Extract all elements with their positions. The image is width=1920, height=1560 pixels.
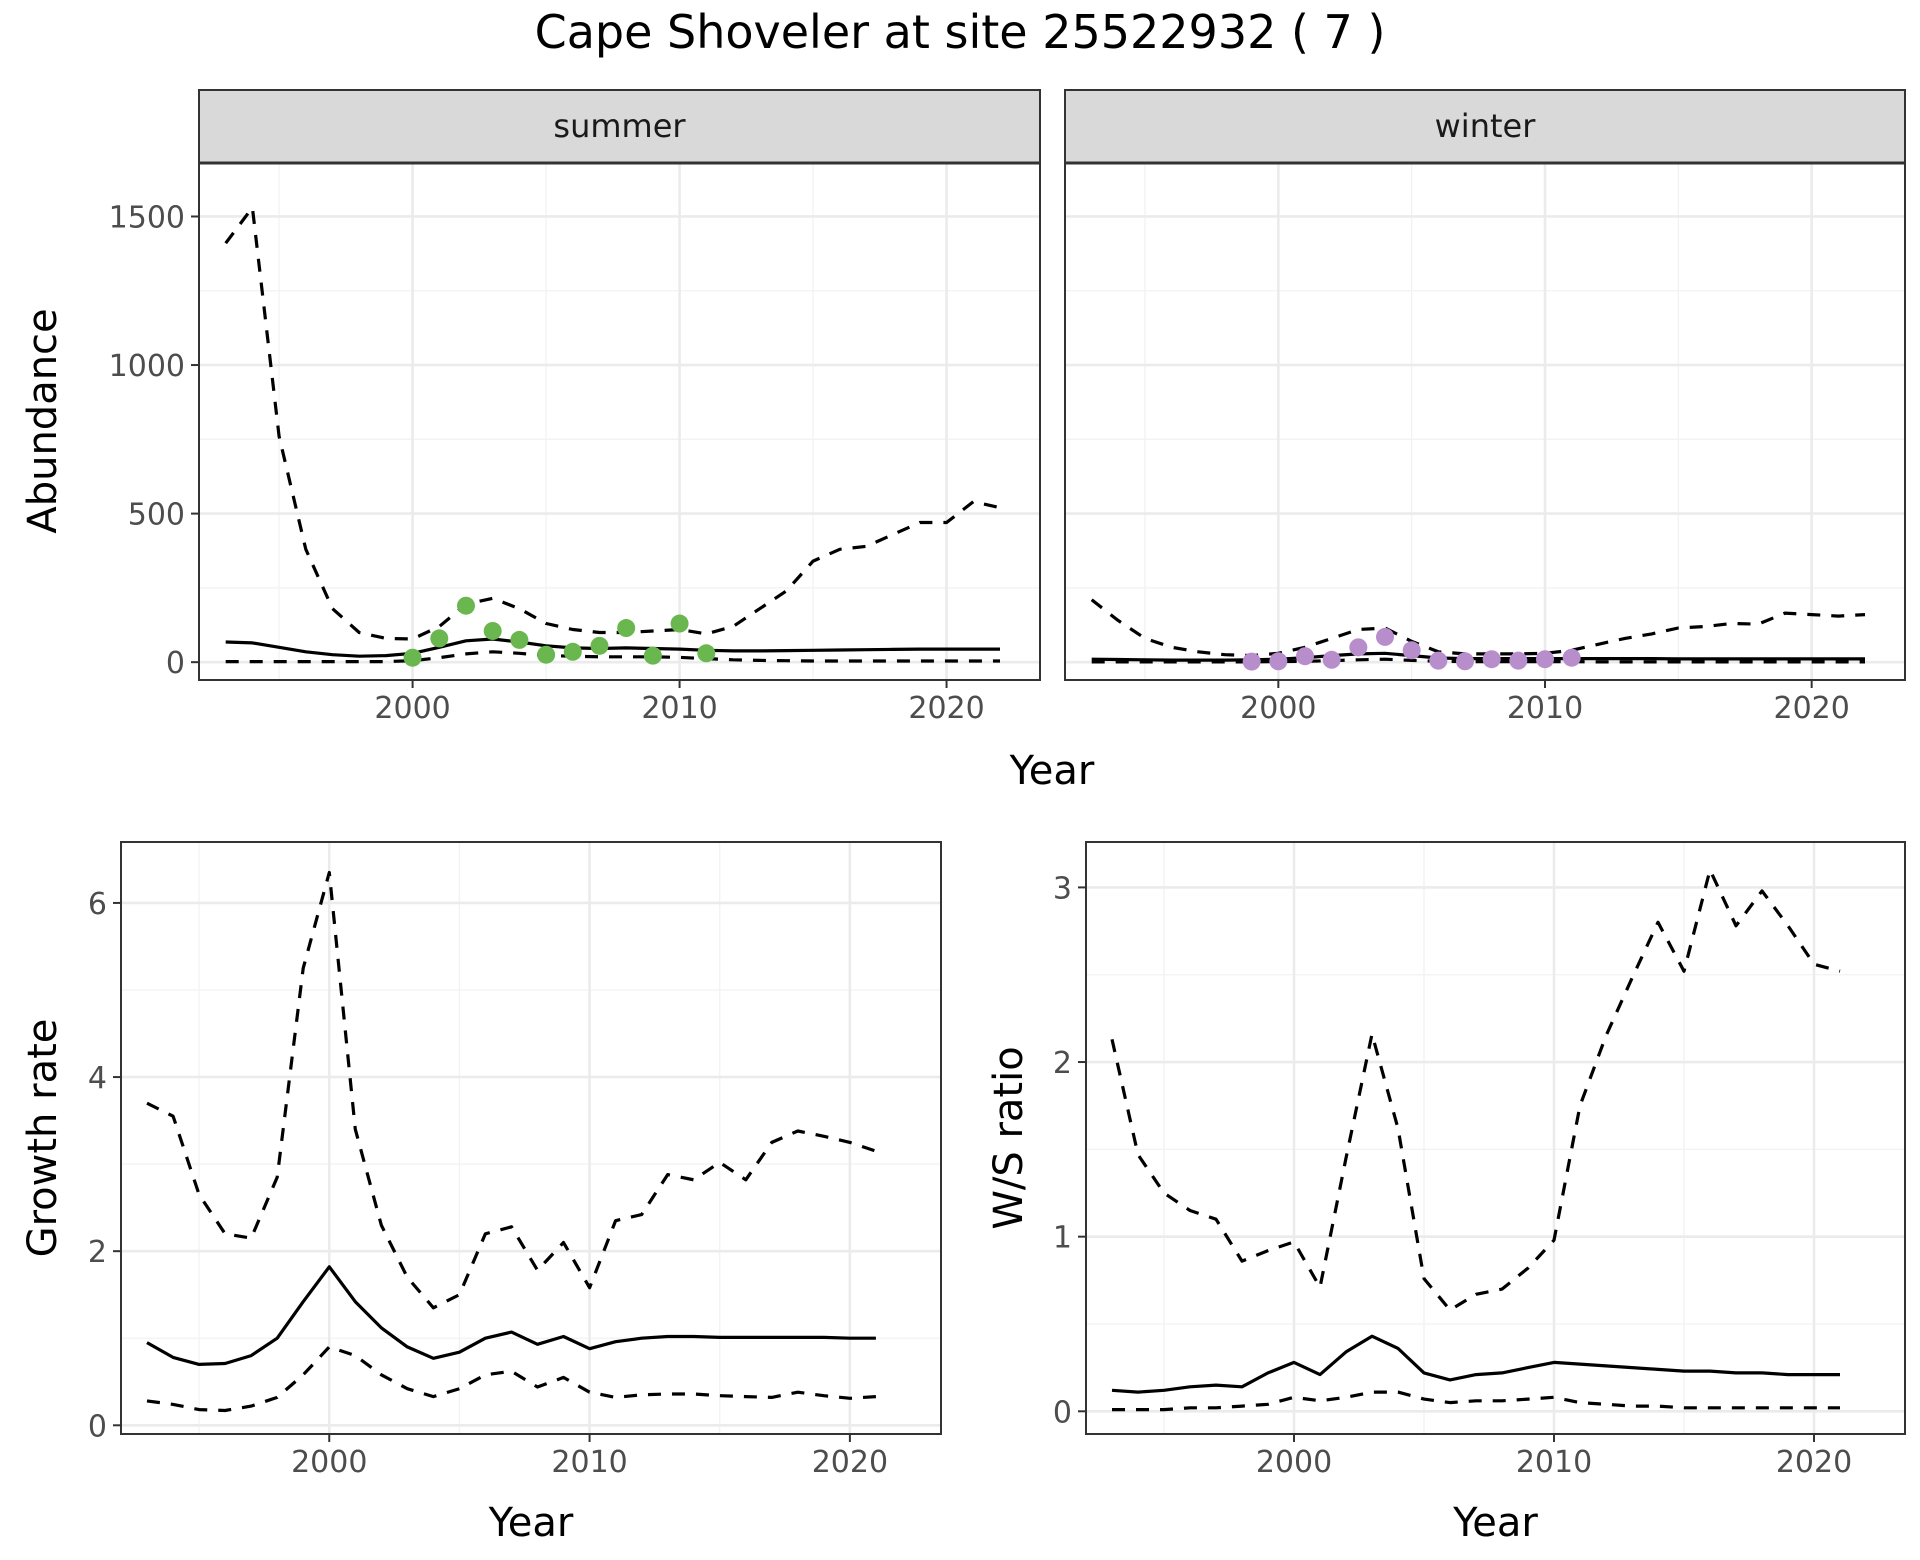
data-point bbox=[456, 596, 475, 615]
facet-strip bbox=[198, 89, 1041, 164]
x-axis-title: Year bbox=[1452, 1500, 1538, 1546]
x-axis-title: Year bbox=[1009, 748, 1095, 794]
data-point bbox=[510, 630, 529, 649]
data-point bbox=[403, 648, 422, 667]
data-point bbox=[617, 619, 636, 638]
data-point bbox=[1376, 627, 1394, 646]
x-tick-label: 2010 bbox=[1516, 1445, 1592, 1480]
data-point bbox=[1349, 638, 1368, 657]
data-point bbox=[1402, 641, 1421, 660]
lower-ci-line bbox=[146, 1345, 877, 1413]
lower-ci-line bbox=[1112, 1390, 1840, 1412]
data-point bbox=[1296, 647, 1314, 666]
x-tick-label: 2010 bbox=[551, 1445, 627, 1480]
upper-ci-line bbox=[224, 206, 1001, 641]
y-tick-label: 500 bbox=[128, 498, 185, 533]
x-tick-label: 2020 bbox=[1773, 691, 1849, 726]
data-point bbox=[1269, 652, 1288, 671]
data-point bbox=[483, 621, 502, 640]
mean-line bbox=[1091, 651, 1865, 662]
upper-ci-line bbox=[1110, 868, 1841, 1312]
mean-line bbox=[146, 1265, 876, 1366]
y-tick-label: 2 bbox=[88, 1235, 107, 1270]
x-tick-label: 2000 bbox=[291, 1445, 367, 1480]
x-tick-label: 2000 bbox=[1256, 1445, 1332, 1480]
x-tick-label: 2020 bbox=[812, 1445, 888, 1480]
x-tick-label: 2000 bbox=[1240, 691, 1316, 726]
y-tick-label: 1500 bbox=[109, 200, 185, 235]
x-axis-title: Year bbox=[488, 1500, 574, 1546]
data-point bbox=[1242, 652, 1261, 671]
y-axis-title: Abundance bbox=[20, 308, 66, 533]
upper-ci-line bbox=[1090, 598, 1866, 658]
facet-strip-label: summer bbox=[553, 107, 686, 145]
y-axis-title: Growth rate bbox=[20, 1019, 66, 1258]
data-point bbox=[1456, 652, 1474, 671]
x-tick-label: 2000 bbox=[374, 691, 450, 726]
data-point bbox=[670, 614, 689, 633]
y-tick-label: 0 bbox=[88, 1409, 107, 1444]
panel-frame bbox=[1064, 162, 1906, 681]
facet-panel-summer bbox=[191, 162, 1041, 688]
y-tick-label: 2 bbox=[1053, 1046, 1072, 1081]
lower-ci-line bbox=[1091, 657, 1865, 664]
facet-panel-winter bbox=[1064, 162, 1906, 688]
x-tick-label: 2010 bbox=[641, 691, 717, 726]
data-point bbox=[1429, 651, 1448, 670]
data-point bbox=[1562, 648, 1581, 667]
x-tick-label: 2010 bbox=[1507, 691, 1583, 726]
y-tick-label: 1000 bbox=[109, 349, 185, 384]
panel-frame bbox=[1085, 841, 1906, 1435]
y-tick-label: 4 bbox=[88, 1061, 107, 1096]
data-point bbox=[1536, 650, 1554, 669]
data-point bbox=[563, 642, 582, 661]
panel-frame bbox=[120, 841, 942, 1435]
data-point bbox=[643, 646, 662, 665]
panel-frame bbox=[198, 162, 1041, 681]
y-tick-label: 0 bbox=[166, 646, 185, 681]
chart-title: Cape Shoveler at site 25522932 ( 7 ) bbox=[535, 5, 1386, 59]
x-tick-label: 2020 bbox=[908, 691, 984, 726]
y-tick-label: 3 bbox=[1053, 871, 1072, 906]
lower-ci-line bbox=[225, 650, 1000, 664]
data-point bbox=[590, 636, 609, 655]
data-point bbox=[1322, 650, 1341, 669]
upper-ci-line bbox=[146, 870, 877, 1310]
data-point bbox=[1509, 651, 1528, 670]
data-point bbox=[430, 629, 449, 648]
y-tick-label: 6 bbox=[88, 887, 107, 922]
ws-ratio-panel bbox=[1078, 841, 1906, 1442]
data-point bbox=[1482, 650, 1501, 669]
y-axis-title: W/S ratio bbox=[986, 1046, 1032, 1229]
data-point bbox=[697, 644, 716, 663]
facet-strip-label: winter bbox=[1435, 107, 1537, 145]
mean-line bbox=[1111, 1334, 1840, 1394]
y-tick-label: 1 bbox=[1053, 1221, 1072, 1256]
mean-line bbox=[225, 637, 1000, 658]
growth-rate-panel bbox=[113, 841, 942, 1442]
y-tick-label: 0 bbox=[1053, 1395, 1072, 1430]
x-tick-label: 2020 bbox=[1776, 1445, 1852, 1480]
data-point bbox=[537, 645, 556, 664]
